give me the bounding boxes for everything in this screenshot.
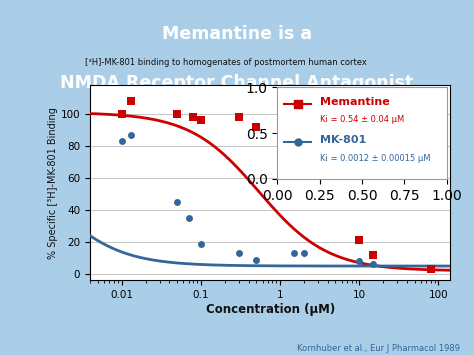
Point	[190, 114, 197, 120]
Point	[427, 266, 435, 272]
Point	[300, 250, 308, 256]
Point	[235, 114, 243, 120]
Text: Kornhuber et al., Eur J Pharmacol 1989: Kornhuber et al., Eur J Pharmacol 1989	[297, 344, 460, 353]
Y-axis label: % Specific [³H]-MK-801 Binding: % Specific [³H]-MK-801 Binding	[48, 107, 58, 259]
Point	[127, 132, 135, 138]
Point	[369, 262, 377, 267]
Point	[308, 172, 315, 178]
Point	[185, 215, 192, 221]
Point	[127, 98, 135, 104]
Point	[197, 118, 205, 123]
Point	[235, 250, 243, 256]
Point	[253, 257, 260, 262]
Point	[197, 241, 205, 246]
Point	[253, 124, 260, 130]
Point	[356, 237, 363, 243]
Point	[173, 111, 181, 117]
Text: NMDA Receptor Channel Antagonist: NMDA Receptor Channel Antagonist	[60, 74, 414, 92]
Point	[173, 199, 181, 205]
Point	[118, 111, 126, 117]
Point	[369, 252, 377, 258]
Point	[356, 258, 363, 264]
X-axis label: Concentration (μM): Concentration (μM)	[206, 303, 335, 316]
Text: [³H]-MK-801 binding to homogenates of postmortem human cortex: [³H]-MK-801 binding to homogenates of po…	[85, 59, 367, 67]
Point	[290, 250, 298, 256]
Text: Memantine is a: Memantine is a	[162, 25, 312, 43]
Point	[290, 164, 298, 170]
Point	[118, 138, 126, 144]
